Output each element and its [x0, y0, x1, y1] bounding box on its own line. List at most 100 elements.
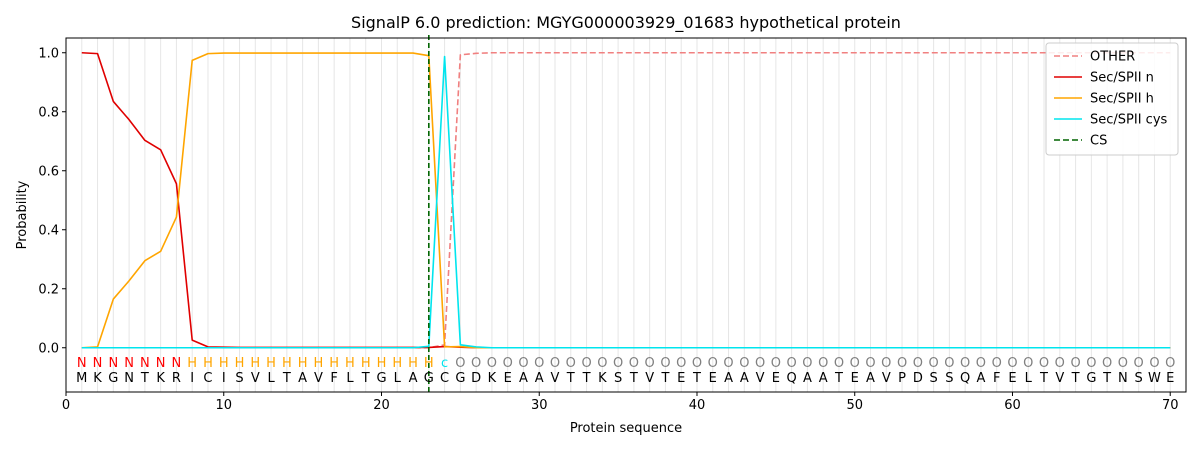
region-label: O [818, 356, 828, 371]
legend-label: Sec/SPII cys [1090, 113, 1168, 128]
residue-label: P [898, 371, 906, 386]
region-label: O [692, 356, 702, 371]
residue-label: C [440, 371, 449, 386]
region-label: O [566, 356, 576, 371]
residue-label: T [282, 371, 291, 386]
residue-label: V [882, 371, 891, 386]
region-label: H [345, 356, 355, 371]
region-label: O [850, 356, 860, 371]
region-label: O [487, 356, 497, 371]
chart-title: SignalP 6.0 prediction: MGYG000003929_01… [351, 13, 901, 33]
residue-label: A [298, 371, 307, 386]
residue-label: A [819, 371, 828, 386]
region-label: H [282, 356, 292, 371]
region-label: O [455, 356, 465, 371]
y-tick-label: 0.8 [38, 105, 59, 120]
residue-label: F [330, 371, 337, 386]
residue-label: V [756, 371, 765, 386]
residue-label: T [660, 371, 669, 386]
region-label: H [187, 356, 197, 371]
legend: OTHER Sec/SPII n Sec/SPII h Sec/SPII cys CS [1045, 42, 1179, 156]
residue-label: E [851, 371, 859, 386]
region-label: O [676, 356, 686, 371]
residue-label: T [834, 371, 843, 386]
region-label: O [597, 356, 607, 371]
y-axis-label: Probability [15, 180, 30, 249]
residue-label: V [251, 371, 260, 386]
residue-label: A [866, 371, 875, 386]
region-label: O [944, 356, 954, 371]
legend-label: CS [1090, 134, 1107, 149]
y-tick-label: 0.2 [38, 282, 59, 297]
region-label: O [976, 356, 986, 371]
residue-label: T [566, 371, 575, 386]
region-label: O [550, 356, 560, 371]
region-label: O [802, 356, 812, 371]
series-line-other [81, 51, 1171, 349]
region-label: O [881, 356, 891, 371]
residue-label: I [222, 371, 226, 386]
region-label: N [172, 356, 182, 371]
region-label: O [660, 356, 670, 371]
residue-label: A [976, 371, 985, 386]
region-label: N [108, 356, 118, 371]
region-label: O [723, 356, 733, 371]
region-label: O [518, 356, 528, 371]
series-line-sec-spii-cys [81, 55, 1171, 349]
residue-label: C [203, 371, 212, 386]
region-label: O [739, 356, 749, 371]
residue-label: K [93, 371, 102, 386]
x-axis-label: Protein sequence [570, 421, 682, 436]
residue-label: T [1102, 371, 1111, 386]
y-tick-label: 0.4 [38, 223, 59, 238]
residue-label: T [140, 371, 149, 386]
region-label: O [629, 356, 639, 371]
plot-area-frame [65, 37, 1187, 393]
residue-label: A [535, 371, 544, 386]
region-label: H [408, 356, 418, 371]
region-label: N [124, 356, 134, 371]
region-label: H [203, 356, 213, 371]
residue-label: A [803, 371, 812, 386]
region-label: O [865, 356, 875, 371]
residue-label: T [629, 371, 638, 386]
residue-label: K [488, 371, 497, 386]
region-label: O [1149, 356, 1159, 371]
region-label: O [992, 356, 1002, 371]
y-tick-label: 0.6 [38, 164, 59, 179]
residue-label: T [692, 371, 701, 386]
region-label: O [1118, 356, 1128, 371]
region-label: H [235, 356, 245, 371]
residue-label: Q [960, 371, 970, 386]
residue-label: D [471, 371, 481, 386]
region-label: O [581, 356, 591, 371]
y-tick-label: 0.0 [38, 341, 59, 356]
residue-label: G [108, 371, 118, 386]
region-label: O [787, 356, 797, 371]
region-label: O [897, 356, 907, 371]
legend-label: Sec/SPII h [1090, 92, 1154, 107]
region-label: O [913, 356, 923, 371]
residue-label: L [1025, 371, 1033, 386]
residue-label: S [929, 371, 937, 386]
residue-label: G [424, 371, 434, 386]
region-label: H [424, 356, 434, 371]
residue-label: F [993, 371, 1000, 386]
region-label: H [314, 356, 324, 371]
residue-label: S [945, 371, 953, 386]
residue-label: A [409, 371, 418, 386]
region-label: H [392, 356, 402, 371]
region-label: O [928, 356, 938, 371]
x-tick-label: 50 [846, 398, 863, 413]
residue-label: E [1008, 371, 1016, 386]
legend-label: Sec/SPII n [1090, 71, 1154, 86]
region-label: O [1007, 356, 1017, 371]
region-label: c [441, 356, 448, 371]
residue-label: T [361, 371, 370, 386]
residue-label: E [504, 371, 512, 386]
residue-label: A [724, 371, 733, 386]
x-tick-label: 40 [689, 398, 706, 413]
residue-label: V [551, 371, 560, 386]
region-label: H [298, 356, 308, 371]
residue-label: T [582, 371, 591, 386]
